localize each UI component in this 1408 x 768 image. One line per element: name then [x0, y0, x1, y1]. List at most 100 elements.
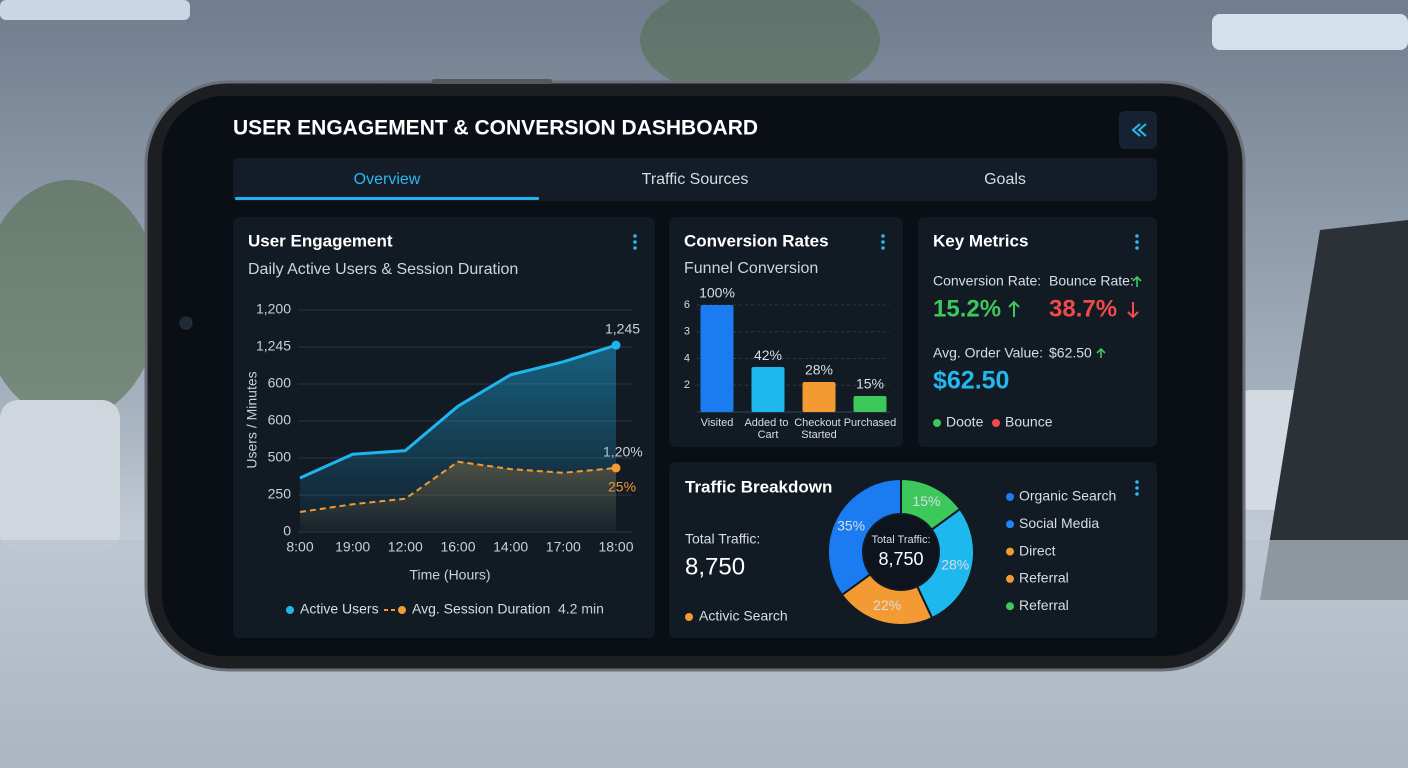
plant — [640, 0, 880, 100]
legend-swatch — [1006, 493, 1014, 501]
y-tick-label: 1,245 — [256, 338, 291, 354]
dashboard-title: USER ENGAGEMENT & CONVERSION DASHBOARD — [233, 117, 758, 140]
x-tick-label: 14:00 — [493, 539, 528, 555]
y-tick-label: 0 — [283, 523, 291, 539]
laptop — [1260, 220, 1408, 600]
value-label: 35% — [837, 517, 865, 533]
donut-hole — [864, 515, 938, 589]
donut-segment — [827, 477, 902, 597]
annotation: 1,245 — [605, 321, 640, 337]
y-tick-label: 250 — [268, 486, 292, 502]
bar — [700, 305, 734, 412]
camera — [179, 316, 193, 330]
y-tick-label: 6 — [684, 299, 690, 311]
area — [300, 461, 616, 532]
legend-label: Direct — [1019, 542, 1056, 558]
legend-swatch — [1006, 574, 1014, 583]
tab[interactable]: Goals — [984, 171, 1026, 188]
value-label: 28% — [805, 362, 833, 378]
legend-swatch — [286, 606, 294, 614]
card-subtitle: Daily Active Users & Session Duration — [248, 261, 518, 278]
x-tick-label: 8:00 — [286, 539, 313, 555]
value-label: 28% — [941, 557, 969, 573]
value-label: 42% — [754, 347, 782, 363]
donut-segment — [915, 507, 975, 620]
total-value: 8,750 — [685, 553, 745, 580]
y-axis-label: Users / Minutes — [244, 371, 260, 468]
trend-icon — [1096, 347, 1106, 358]
trend-icon — [1008, 300, 1020, 317]
plant — [0, 180, 160, 420]
metric-label: Conversion Rate: — [933, 273, 1041, 289]
x-tick-label: 12:00 — [388, 539, 423, 555]
x-tick-label: Visited — [701, 417, 734, 429]
legend-label: Referral — [1019, 597, 1069, 613]
legend-label: Referral — [1019, 570, 1069, 586]
legend-label: Activic Search — [699, 608, 788, 624]
end-point — [611, 340, 621, 350]
metric-value: $62.50 — [933, 367, 1009, 395]
x-axis-label: Time (Hours) — [409, 567, 490, 583]
x-tick-label: 18:00 — [598, 539, 633, 555]
tab-bar — [233, 158, 1157, 201]
legend-label: Bounce — [1005, 414, 1053, 430]
legend-swatch — [1006, 520, 1014, 529]
light — [0, 0, 190, 20]
phone-button — [432, 79, 552, 84]
metric-label: Avg. Order Value: — [933, 345, 1043, 361]
bar — [751, 367, 785, 412]
legend-label: Doote — [946, 414, 984, 430]
legend-label: Organic Search — [1019, 488, 1116, 504]
legend-swatch — [933, 419, 941, 427]
x-tick-label: 19:00 — [335, 539, 370, 555]
y-tick-label: 600 — [268, 412, 292, 428]
y-tick-label: 1,200 — [256, 301, 291, 317]
metric-label: Bounce Rate: — [1049, 273, 1134, 289]
card-title: User Engagement — [248, 231, 393, 250]
value-label: 100% — [699, 285, 735, 301]
y-tick-label: 2 — [684, 379, 690, 391]
mug — [0, 400, 120, 550]
card-subtitle: Funnel Conversion — [684, 260, 818, 277]
light — [1212, 14, 1408, 50]
end-point — [611, 463, 621, 473]
legend-label: Avg. Session Duration — [412, 601, 550, 617]
legend-swatch — [992, 419, 1000, 427]
trend-icon — [1127, 302, 1139, 319]
value-label: 15% — [856, 376, 884, 392]
legend-swatch — [1006, 602, 1014, 611]
metric-value: 38.7% — [1049, 295, 1117, 322]
card — [918, 217, 1157, 447]
bar — [802, 382, 836, 412]
collapse-icon — [1131, 123, 1147, 137]
total-label: Total Traffic: — [685, 531, 760, 547]
annotation: 4.2 min — [558, 601, 604, 617]
y-tick-label: 4 — [684, 352, 690, 364]
legend-swatch — [685, 613, 693, 621]
legend-swatch — [1006, 547, 1014, 556]
x-tick-label: 16:00 — [440, 539, 475, 555]
tab[interactable]: Overview — [354, 171, 421, 188]
menu-icon[interactable] — [633, 234, 1139, 496]
donut-center-value: 8,750 — [878, 549, 923, 569]
legend-swatch — [398, 606, 406, 614]
bar — [853, 395, 887, 412]
card-title: Key Metrics — [933, 231, 1028, 250]
card-title: Traffic Breakdown — [685, 477, 832, 496]
tab-underline — [235, 197, 539, 200]
y-tick-label: 600 — [268, 375, 292, 391]
line — [299, 343, 617, 480]
donut-center-label: Total Traffic: — [871, 534, 930, 546]
x-tick-label: Added to Cart — [744, 417, 791, 441]
y-tick-label: 500 — [268, 449, 292, 465]
metric-value: 15.2% — [933, 295, 1001, 322]
metric-label: $62.50 — [1049, 345, 1092, 361]
tab[interactable]: Traffic Sources — [642, 171, 749, 188]
value-label: 15% — [912, 493, 940, 509]
y-tick-label: 3 — [684, 326, 690, 338]
legend-label: Social Media — [1019, 515, 1099, 531]
legend-label: Active Users — [300, 601, 379, 617]
value-label: 22% — [873, 597, 901, 613]
